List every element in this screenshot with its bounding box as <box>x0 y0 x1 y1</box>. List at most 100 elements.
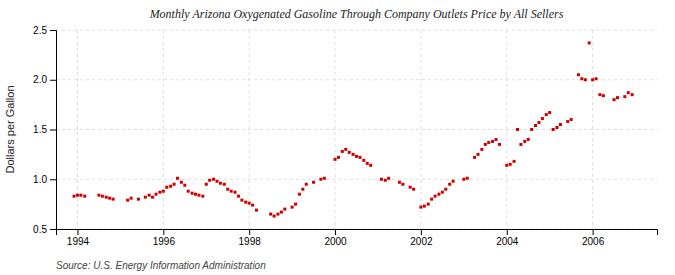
point <box>452 180 455 183</box>
point <box>444 188 447 191</box>
x-tick: 2006 <box>582 229 605 247</box>
point <box>230 190 233 193</box>
point <box>155 193 158 196</box>
point <box>226 188 229 191</box>
point <box>423 205 426 208</box>
point <box>552 128 555 131</box>
point <box>301 188 304 191</box>
grid-line-x <box>420 30 421 229</box>
point <box>101 195 104 198</box>
point <box>548 111 551 114</box>
point <box>348 151 351 154</box>
grid-line-y <box>56 30 657 31</box>
point <box>248 202 251 205</box>
y-tick-label: 0.5 <box>33 224 47 235</box>
point <box>509 163 512 166</box>
point <box>588 41 591 44</box>
point <box>219 182 222 185</box>
y-axis: 0.5 1.0 1.5 2.0 2.5 <box>33 25 56 235</box>
x-tick: 2004 <box>496 229 519 247</box>
point <box>566 120 569 123</box>
point <box>280 211 283 214</box>
point <box>466 177 469 180</box>
x-tick-mark <box>77 229 78 235</box>
point <box>384 179 387 182</box>
point <box>591 78 594 81</box>
y-axis-line <box>50 31 57 230</box>
y-tick-label: 2.0 <box>33 74 47 85</box>
point <box>162 190 165 193</box>
grid-line-y <box>56 79 657 80</box>
point <box>505 164 508 167</box>
point <box>380 178 383 181</box>
point <box>255 209 258 212</box>
y-tick-mark <box>50 229 56 230</box>
point <box>215 180 218 183</box>
y-tick: 0.5 <box>33 224 56 235</box>
point <box>197 194 200 197</box>
x-tick-label: 2002 <box>410 236 433 247</box>
point <box>358 156 361 159</box>
point <box>244 201 247 204</box>
point <box>276 213 279 216</box>
point <box>401 183 404 186</box>
x-tick: 1996 <box>153 229 176 247</box>
point <box>148 194 151 197</box>
x-tick-mark <box>335 229 336 235</box>
x-axis-line <box>57 230 658 236</box>
y-tick-mark <box>50 80 56 81</box>
x-tick-label: 2000 <box>324 236 347 247</box>
point <box>187 190 190 193</box>
point <box>165 186 168 189</box>
point <box>208 179 211 182</box>
x-tick: 2002 <box>410 229 433 247</box>
grid-line-y <box>56 129 657 130</box>
y-tick: 2.0 <box>33 74 56 85</box>
x-tick: 2000 <box>324 229 347 247</box>
point <box>487 141 490 144</box>
points <box>73 41 634 217</box>
point <box>541 117 544 120</box>
x-tick-label: 1998 <box>239 236 262 247</box>
grid-line-x <box>163 30 164 229</box>
y-tick: 1.0 <box>33 174 56 185</box>
grid <box>56 30 657 229</box>
x-tick: 1998 <box>239 229 262 247</box>
point <box>137 198 140 201</box>
x-tick-label: 2004 <box>496 236 519 247</box>
point <box>144 196 147 199</box>
grid-line-y <box>56 179 657 180</box>
grid-line-x <box>592 30 593 229</box>
point <box>595 77 598 80</box>
point <box>419 206 422 209</box>
point <box>598 93 601 96</box>
point <box>344 148 347 151</box>
title: Monthly Arizona Oxygenated Gasoline Thro… <box>149 7 564 21</box>
point <box>627 91 630 94</box>
point <box>151 196 154 199</box>
point <box>105 196 108 199</box>
y-tick: 1.5 <box>33 124 56 135</box>
point <box>580 77 583 80</box>
y-tick-label: 2.5 <box>33 25 47 36</box>
point <box>545 113 548 116</box>
point <box>584 78 587 81</box>
point <box>555 126 558 129</box>
point <box>97 194 100 197</box>
point <box>448 183 451 186</box>
point <box>577 73 580 76</box>
point <box>480 148 483 151</box>
point <box>173 183 176 186</box>
point <box>387 177 390 180</box>
point <box>631 93 634 96</box>
point <box>73 195 76 198</box>
point <box>484 143 487 146</box>
point <box>223 183 226 186</box>
point <box>212 178 215 181</box>
point <box>513 160 516 163</box>
point <box>283 208 286 211</box>
point <box>519 143 522 146</box>
y-tick-mark <box>50 130 56 131</box>
point <box>130 197 133 200</box>
point <box>491 140 494 143</box>
